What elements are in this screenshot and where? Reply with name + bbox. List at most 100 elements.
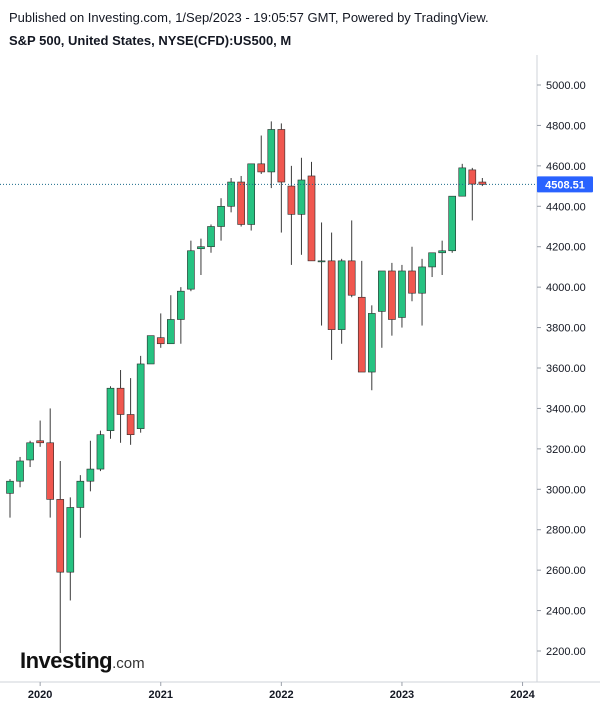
candle-body-down — [388, 270, 396, 320]
price-tick-label: 2400.00 — [546, 606, 586, 618]
candle[interactable] — [378, 270, 386, 348]
logo-suffix: .com — [112, 655, 145, 672]
candle[interactable] — [16, 456, 24, 488]
candle[interactable] — [408, 246, 416, 302]
candle-body-up — [197, 246, 205, 250]
candle[interactable] — [478, 177, 487, 187]
candle[interactable] — [388, 262, 396, 336]
candle-body-up — [297, 179, 306, 215]
candle[interactable] — [398, 264, 406, 328]
candle[interactable] — [307, 161, 316, 262]
time-tick-label: 2022 — [269, 689, 293, 701]
chart-title: S&P 500, United States, NYSE(CFD):US500,… — [9, 33, 292, 48]
candle[interactable] — [197, 238, 205, 276]
candle-body-down — [277, 129, 286, 183]
price-tick-label: 5000.00 — [546, 80, 586, 92]
price-tick-label: 2200.00 — [546, 646, 586, 658]
candle-body-down — [257, 163, 266, 173]
candle-body-down — [478, 181, 487, 185]
candle[interactable] — [56, 460, 65, 654]
price-tick-label: 3400.00 — [546, 403, 586, 415]
candle[interactable] — [207, 224, 215, 253]
candle-body-up — [418, 266, 426, 294]
candle[interactable] — [367, 305, 376, 391]
candle[interactable] — [177, 287, 185, 344]
candle-body-down — [126, 414, 135, 436]
candle[interactable] — [26, 440, 34, 468]
time-tick-label: 2020 — [28, 689, 52, 701]
candle[interactable] — [267, 121, 276, 189]
candle-body-up — [337, 260, 346, 330]
candle-body-up — [217, 205, 225, 227]
candle-body-down — [347, 260, 356, 296]
candle[interactable] — [247, 163, 255, 231]
candle[interactable] — [468, 167, 477, 221]
candle-body-up — [438, 250, 446, 254]
candle-body-up — [267, 129, 276, 173]
candle[interactable] — [156, 313, 165, 348]
candle-body-down — [357, 296, 366, 373]
candle[interactable] — [126, 378, 135, 445]
candle[interactable] — [317, 222, 326, 326]
candle[interactable] — [438, 240, 446, 276]
candle[interactable] — [6, 479, 14, 518]
candle[interactable] — [448, 195, 457, 253]
last-price-label: 4508.51 — [545, 179, 585, 191]
candle-body-up — [106, 387, 115, 431]
published-line: Published on Investing.com, 1/Sep/2023 -… — [9, 10, 489, 25]
price-tick-label: 4400.00 — [546, 201, 586, 213]
candle-body-up — [96, 434, 105, 470]
candle[interactable] — [287, 165, 296, 265]
candle[interactable] — [46, 408, 55, 518]
candle-body-down — [307, 175, 316, 262]
candle[interactable] — [428, 252, 436, 278]
candle-body-up — [6, 480, 14, 494]
candle[interactable] — [136, 355, 145, 433]
candle-body-down — [287, 185, 296, 215]
price-tick-label: 3600.00 — [546, 363, 586, 375]
candle[interactable] — [187, 240, 195, 292]
candle[interactable] — [217, 198, 225, 241]
price-tick-label: 4000.00 — [546, 282, 586, 294]
candle-body-up — [16, 460, 24, 482]
candle[interactable] — [116, 370, 125, 443]
candle[interactable] — [36, 420, 44, 447]
candle[interactable] — [227, 177, 235, 213]
candle-body-down — [327, 260, 336, 330]
candle[interactable] — [76, 475, 85, 538]
candle[interactable] — [297, 157, 306, 255]
price-tick-label: 4200.00 — [546, 242, 586, 254]
candle[interactable] — [96, 430, 105, 472]
candle-body-down — [116, 387, 125, 415]
candle-body-up — [26, 442, 34, 461]
candle[interactable] — [237, 175, 245, 227]
candle[interactable] — [146, 335, 155, 365]
investing-logo: Investing.com — [20, 648, 145, 674]
candle[interactable] — [458, 163, 467, 197]
last-price-marker: 4508.51 — [0, 176, 593, 193]
last-price-badge — [537, 176, 593, 193]
price-tick-label: 4600.00 — [546, 161, 586, 173]
candle[interactable] — [86, 440, 95, 492]
candle[interactable] — [418, 258, 426, 326]
candle-body-up — [448, 195, 457, 252]
candle-body-up — [458, 167, 467, 197]
price-tick-label: 3000.00 — [546, 484, 586, 496]
candle[interactable] — [257, 135, 266, 174]
candle[interactable] — [327, 232, 336, 360]
price-tick-label: 2800.00 — [546, 525, 586, 537]
candle-body-up — [86, 468, 95, 482]
candle[interactable] — [357, 260, 366, 373]
logo-brand: Investing — [20, 648, 113, 673]
price-tick-label: 3800.00 — [546, 323, 586, 335]
candle[interactable] — [277, 123, 286, 233]
candle[interactable] — [167, 295, 175, 345]
candle-body-down — [408, 270, 416, 294]
candle[interactable] — [347, 220, 356, 298]
candle[interactable] — [106, 386, 115, 439]
candle-body-up — [317, 260, 326, 263]
candle-body-up — [207, 226, 215, 248]
candle[interactable] — [66, 497, 75, 601]
candle[interactable] — [337, 258, 346, 344]
